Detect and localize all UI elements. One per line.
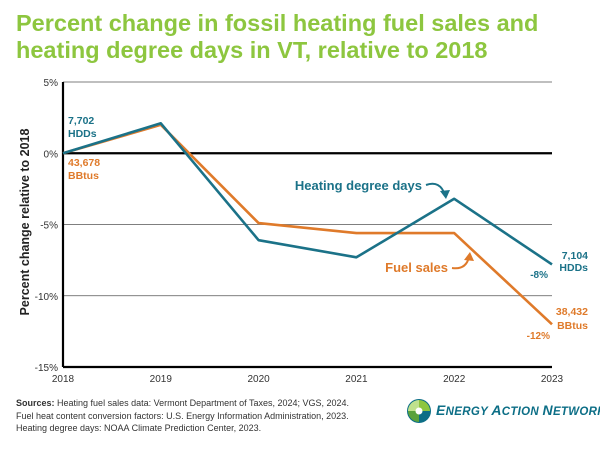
annotations: 7,702HDDs43,678BBtus7,104HDDs-8%38,432BB… <box>68 115 588 342</box>
logo-text: ENERGY ACTION NETWORK <box>436 402 600 418</box>
sources-line-2: Fuel heat content conversion factors: U.… <box>16 410 349 421</box>
hdd-arrow-head-icon <box>440 190 450 199</box>
hdd-start-unit: HDDs <box>68 128 97 140</box>
fuel-end-value: 38,432 <box>556 306 588 318</box>
line-chart: 5%0%-5%-10%-15%2018 2019 2020 2021 2022 2023 … <box>18 78 588 385</box>
x-tick-label: 2021 <box>345 374 368 385</box>
tick-labels: 5% 0% -5% -10% -15%2018 2019 2020 2021 2022 2023 <box>35 78 564 385</box>
x-tick-label: 2018 <box>52 374 75 385</box>
hdd-end-unit: HDDs <box>559 262 588 274</box>
axes <box>61 82 552 369</box>
chart-title: Percent change in fossil heating fuel sa… <box>16 10 539 63</box>
y-axis-label: Percent change relative to 2018 <box>18 129 32 316</box>
logo-mark-icon <box>407 399 431 423</box>
fuel-end-percent: -12% <box>527 331 550 342</box>
energy-action-network-logo: ENERGY ACTION NETWORK <box>406 396 600 424</box>
legend-fuel-sales: Fuel sales <box>385 260 448 275</box>
x-tick-label: 2022 <box>443 374 466 385</box>
hdd-start-value: 7,702 <box>68 115 94 127</box>
sources-note: Sources: Heating fuel sales data: Vermon… <box>16 397 396 435</box>
y-tick-label: 5% <box>44 78 59 89</box>
x-tick-label: 2023 <box>541 374 564 385</box>
fuel-start-unit: BBtus <box>68 170 99 182</box>
hdd-end-value: 7,104 <box>562 250 588 262</box>
y-tick-label: -10% <box>35 292 58 303</box>
sources-line-3: Heating degree days: NOAA Climate Predic… <box>16 423 262 433</box>
x-tick-label: 2019 <box>150 374 173 385</box>
gridlines <box>63 81 552 297</box>
series-line-hdd <box>62 122 553 266</box>
series-lines <box>62 122 553 326</box>
legend-hdd: Heating degree days <box>295 178 422 193</box>
sources-line-1: Heating fuel sales data: Vermont Departm… <box>57 398 350 408</box>
fuel-end-unit: BBtus <box>557 320 588 332</box>
sources-heading: Sources: <box>16 398 55 408</box>
y-tick-label: -15% <box>35 363 58 374</box>
fuel-arrow-head-icon <box>464 252 474 261</box>
y-tick-label: -5% <box>40 221 58 232</box>
fuel-start-value: 43,678 <box>68 157 100 169</box>
hdd-end-percent: -8% <box>530 270 548 281</box>
x-tick-label: 2020 <box>247 374 270 385</box>
y-tick-label: 0% <box>44 149 59 160</box>
